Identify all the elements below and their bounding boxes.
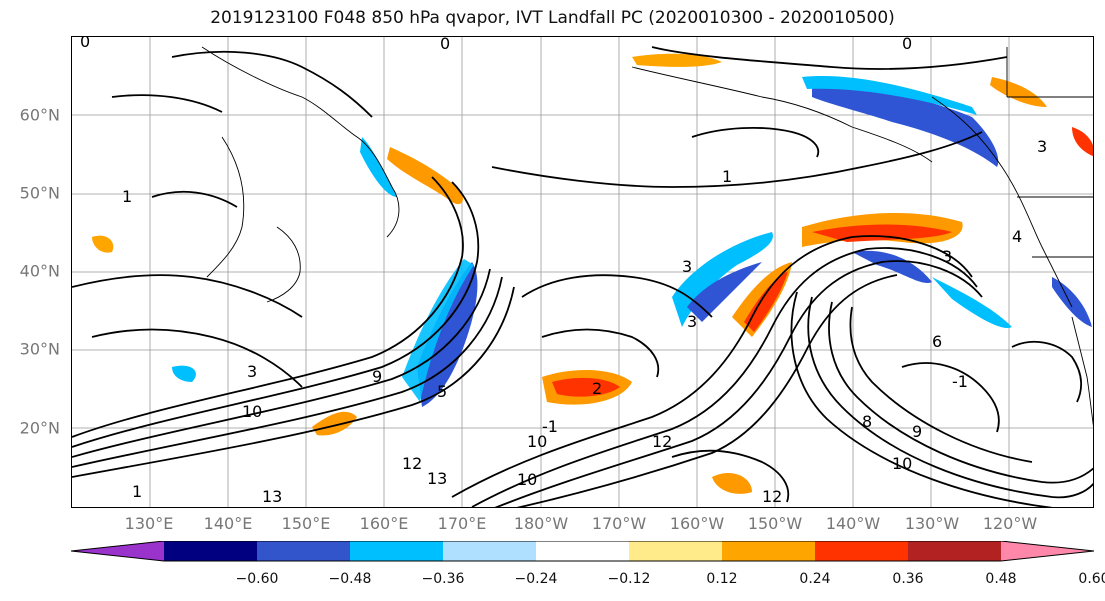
colorbar-tick-label: −0.24 bbox=[514, 571, 558, 587]
colorbar-tick-label: 0.60 bbox=[1078, 571, 1105, 587]
contour-label: 3 bbox=[942, 247, 952, 266]
contour-label: 1 bbox=[722, 167, 732, 186]
colorbar-tick-label: 0.36 bbox=[892, 571, 924, 587]
colorbar-segment bbox=[443, 541, 537, 561]
longitude-label: 130°W bbox=[904, 514, 960, 533]
contour-label: -1 bbox=[952, 372, 968, 391]
longitude-label: 150°W bbox=[747, 514, 803, 533]
negative-anomaly-region bbox=[812, 86, 999, 167]
longitude-label: 140°E bbox=[203, 514, 253, 533]
longitude-label: 170°E bbox=[437, 514, 487, 533]
contour-label: 6 bbox=[932, 332, 942, 351]
contour-lines bbox=[72, 46, 1093, 507]
colorbar-segment bbox=[722, 541, 816, 561]
contour-label: 0 bbox=[440, 37, 450, 53]
colorbar-tick-label: −0.48 bbox=[328, 571, 372, 587]
contour-label: 12 bbox=[402, 454, 422, 473]
colorbar bbox=[71, 541, 1094, 562]
contour-label: 12 bbox=[652, 432, 672, 451]
contour-label: 10 bbox=[517, 470, 537, 489]
contour-label: 9 bbox=[372, 367, 382, 386]
colorbar-tick-label: 0.12 bbox=[706, 571, 738, 587]
latitude-label: 30°N bbox=[19, 339, 60, 359]
longitude-label: 130°E bbox=[124, 514, 174, 533]
contour-label: 3 bbox=[247, 362, 257, 381]
contour-label: 1 bbox=[132, 482, 142, 501]
contour-label: 13 bbox=[262, 487, 282, 506]
map-panel: 0 0 0 1 3 1 3 4 3 5 2 3 3 -1 10 9 13 12 10 12 10 13 10 9 -1 1 12 8 6 bbox=[71, 36, 1094, 508]
colorbar-segment bbox=[908, 541, 1002, 561]
colorbar-outline bbox=[71, 541, 1094, 562]
colorbar-segment bbox=[536, 541, 630, 561]
colorbar-tick-label: −0.12 bbox=[607, 571, 651, 587]
negative-anomaly-region bbox=[1052, 277, 1092, 327]
contour-label: 3 bbox=[682, 257, 692, 276]
negative-anomaly-region bbox=[802, 76, 977, 115]
colorbar-tick-label: −0.60 bbox=[235, 571, 279, 587]
contour-label: 1 bbox=[122, 187, 132, 206]
contour-label: 13 bbox=[427, 469, 447, 488]
negative-anomaly-region bbox=[172, 365, 196, 382]
contour-label: 3 bbox=[1037, 137, 1047, 156]
contour-label: 8 bbox=[862, 412, 872, 431]
longitude-label: 180°W bbox=[513, 514, 569, 533]
negative-anomaly-region bbox=[687, 262, 762, 322]
positive-anomaly-region bbox=[92, 235, 114, 253]
negative-anomaly-region bbox=[360, 137, 397, 197]
positive-anomaly-region bbox=[1072, 127, 1093, 157]
longitude-label: 150°E bbox=[281, 514, 331, 533]
contour-label: 12 bbox=[762, 487, 782, 506]
colorbar-segment bbox=[350, 541, 444, 561]
colorbar-tick-label: −0.36 bbox=[421, 571, 465, 587]
contour-label: 5 bbox=[437, 382, 447, 401]
contour-label: -1 bbox=[542, 417, 558, 436]
latitude-label: 60°N bbox=[19, 105, 60, 125]
longitude-label: 170°W bbox=[591, 514, 647, 533]
colorbar-segment bbox=[257, 541, 351, 561]
positive-anomaly-region bbox=[312, 411, 357, 436]
contour-label: 10 bbox=[892, 454, 912, 473]
contour-label: 0 bbox=[902, 37, 912, 53]
negative-anomaly-region bbox=[852, 250, 932, 284]
negative-anomaly-region bbox=[932, 277, 1012, 328]
contour-label: 10 bbox=[242, 402, 262, 421]
longitude-label: 140°W bbox=[825, 514, 881, 533]
longitude-label: 160°E bbox=[359, 514, 409, 533]
coastlines bbox=[201, 46, 1093, 427]
contour-label: 0 bbox=[80, 37, 90, 51]
colorbar-segment bbox=[1001, 541, 1094, 561]
latitude-label: 20°N bbox=[19, 418, 60, 438]
positive-anomaly-region bbox=[990, 77, 1047, 107]
strong-positive-anomaly-region bbox=[552, 377, 620, 397]
contour-label: 2 bbox=[592, 379, 602, 398]
positive-anomaly-region bbox=[632, 53, 722, 67]
colorbar-segment bbox=[164, 541, 258, 561]
contour-label: 10 bbox=[527, 432, 547, 451]
negative-anomaly-region bbox=[672, 232, 773, 327]
map-title: 2019123100 F048 850 hPa qvapor, IVT Land… bbox=[210, 8, 895, 28]
colorbar-tick-label: 0.24 bbox=[799, 571, 831, 587]
latitude-label: 40°N bbox=[19, 261, 60, 281]
latitude-label: 50°N bbox=[19, 183, 60, 203]
colorbar-tick-label: 0.48 bbox=[985, 571, 1017, 587]
contour-label: 4 bbox=[1012, 227, 1022, 246]
contour-label: 9 bbox=[912, 422, 922, 441]
longitude-label: 120°W bbox=[982, 514, 1038, 533]
longitude-label: 160°W bbox=[669, 514, 725, 533]
contour-label: 3 bbox=[687, 312, 697, 331]
strong-positive-anomaly-region bbox=[744, 271, 788, 332]
colorbar-segment bbox=[629, 541, 723, 561]
colorbar-segment bbox=[815, 541, 909, 561]
colorbar-segment bbox=[71, 541, 164, 561]
positive-anomaly-region bbox=[712, 472, 752, 494]
positive-anomaly-region bbox=[387, 147, 464, 205]
